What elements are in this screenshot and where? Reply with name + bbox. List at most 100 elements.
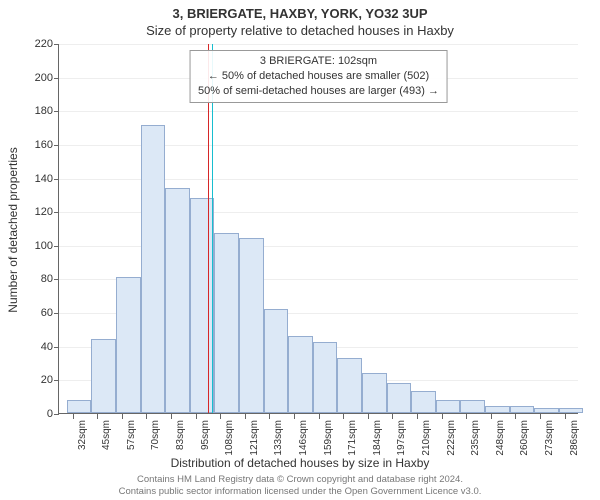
ytick-mark	[54, 179, 59, 180]
xtick-mark	[491, 414, 492, 419]
ytick-label: 80	[23, 273, 53, 285]
xtick-mark	[442, 414, 443, 419]
histogram-bar	[313, 342, 338, 413]
xtick-label: 197sqm	[396, 420, 407, 456]
gridline-h	[59, 179, 578, 180]
histogram-bar	[165, 188, 190, 413]
ytick-label: 40	[23, 341, 53, 353]
histogram-bar	[67, 400, 92, 413]
xtick-mark	[319, 414, 320, 419]
histogram-bar	[239, 238, 264, 413]
histogram-bar	[387, 383, 412, 413]
xtick-mark	[343, 414, 344, 419]
gridline-h	[59, 145, 578, 146]
xtick-label: 222sqm	[446, 420, 457, 456]
xtick-mark	[466, 414, 467, 419]
histogram-bar	[264, 309, 289, 413]
histogram-bar	[141, 125, 166, 413]
xtick-mark	[196, 414, 197, 419]
ytick-mark	[54, 44, 59, 45]
ytick-mark	[54, 279, 59, 280]
ytick-mark	[54, 246, 59, 247]
attribution-footer: Contains HM Land Registry data © Crown c…	[0, 474, 600, 498]
ytick-label: 0	[23, 408, 53, 420]
y-axis-label: Number of detached properties	[6, 65, 20, 230]
footer-line2: Contains public sector information licen…	[0, 486, 600, 498]
xtick-mark	[565, 414, 566, 419]
xtick-mark	[392, 414, 393, 419]
histogram-bar	[485, 406, 510, 413]
histogram-bar	[214, 233, 239, 413]
histogram-bar	[534, 408, 559, 413]
gridline-h	[59, 246, 578, 247]
xtick-mark	[515, 414, 516, 419]
xtick-mark	[220, 414, 221, 419]
ytick-mark	[54, 313, 59, 314]
xtick-label: 159sqm	[323, 420, 334, 456]
gridline-h	[59, 111, 578, 112]
ytick-label: 60	[23, 307, 53, 319]
histogram-bar	[91, 339, 116, 413]
xtick-label: 32sqm	[77, 420, 88, 450]
ytick-label: 100	[23, 240, 53, 252]
gridline-h	[59, 44, 578, 45]
ytick-mark	[54, 78, 59, 79]
xtick-mark	[171, 414, 172, 419]
xtick-mark	[97, 414, 98, 419]
histogram-bar	[190, 198, 215, 413]
ytick-mark	[54, 347, 59, 348]
xtick-label: 171sqm	[347, 420, 358, 456]
xtick-label: 248sqm	[495, 420, 506, 456]
histogram-bar	[116, 277, 141, 413]
annotation-line3: 50% of semi-detached houses are larger (…	[198, 84, 439, 99]
histogram-bar	[510, 406, 535, 413]
ytick-label: 180	[23, 105, 53, 117]
xtick-mark	[245, 414, 246, 419]
xtick-label: 286sqm	[569, 420, 580, 456]
page-title-line1: 3, BRIERGATE, HAXBY, YORK, YO32 3UP	[0, 0, 600, 21]
xtick-mark	[417, 414, 418, 419]
ytick-label: 140	[23, 173, 53, 185]
xtick-mark	[294, 414, 295, 419]
xtick-mark	[540, 414, 541, 419]
xtick-label: 108sqm	[224, 420, 235, 456]
xtick-label: 70sqm	[150, 420, 161, 450]
footer-line1: Contains HM Land Registry data © Crown c…	[0, 474, 600, 486]
histogram-bar	[288, 336, 313, 413]
xtick-label: 45sqm	[101, 420, 112, 450]
xtick-label: 121sqm	[249, 420, 260, 456]
chart-area: 02040608010012014016018020022032sqm45sqm…	[58, 44, 578, 414]
xtick-mark	[122, 414, 123, 419]
ytick-label: 200	[23, 72, 53, 84]
histogram-bar	[460, 400, 485, 413]
annotation-title: 3 BRIERGATE: 102sqm	[198, 54, 439, 69]
ytick-mark	[54, 212, 59, 213]
ytick-mark	[54, 414, 59, 415]
ytick-mark	[54, 111, 59, 112]
histogram-bar	[559, 408, 584, 413]
xtick-label: 133sqm	[273, 420, 284, 456]
histogram-bar	[436, 400, 461, 413]
page-title-line2: Size of property relative to detached ho…	[0, 23, 600, 38]
xtick-label: 146sqm	[298, 420, 309, 456]
annotation-box: 3 BRIERGATE: 102sqm← 50% of detached hou…	[189, 50, 448, 103]
annotation-line2: ← 50% of detached houses are smaller (50…	[198, 69, 439, 84]
xtick-label: 210sqm	[421, 420, 432, 456]
xtick-mark	[146, 414, 147, 419]
histogram-bar	[337, 358, 362, 414]
ytick-label: 20	[23, 374, 53, 386]
xtick-label: 235sqm	[470, 420, 481, 456]
xtick-mark	[73, 414, 74, 419]
histogram-bar	[362, 373, 387, 413]
ytick-mark	[54, 145, 59, 146]
xtick-label: 95sqm	[200, 420, 211, 450]
ytick-label: 160	[23, 139, 53, 151]
x-axis-label: Distribution of detached houses by size …	[0, 456, 600, 470]
ytick-label: 120	[23, 206, 53, 218]
ytick-mark	[54, 380, 59, 381]
xtick-label: 184sqm	[372, 420, 383, 456]
xtick-mark	[368, 414, 369, 419]
xtick-label: 273sqm	[544, 420, 555, 456]
xtick-label: 57sqm	[126, 420, 137, 450]
gridline-h	[59, 212, 578, 213]
